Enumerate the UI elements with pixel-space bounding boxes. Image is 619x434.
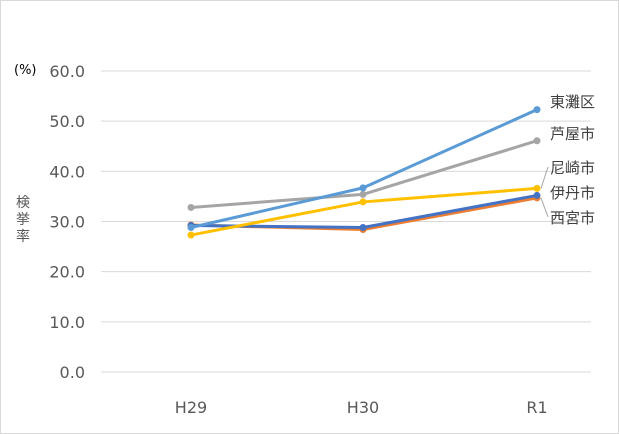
series-label: 伊丹市 bbox=[550, 184, 595, 202]
y-axis-label-char: 率 bbox=[16, 228, 30, 245]
y-tick-label: 20.0 bbox=[49, 263, 85, 282]
label-leader-line bbox=[540, 197, 549, 218]
y-tick-label: 0.0 bbox=[60, 363, 85, 382]
x-axis-ticks: H29 H30 R1 bbox=[175, 398, 548, 417]
data-point bbox=[359, 198, 367, 206]
y-axis-ticks: 0.0 10.0 20.0 30.0 40.0 50.0 60.0 bbox=[49, 62, 85, 382]
y-axis-label-char: 挙 bbox=[16, 212, 30, 228]
x-tick-label: H30 bbox=[347, 398, 379, 417]
series-0 bbox=[187, 106, 541, 232]
series-label: 芦屋市 bbox=[550, 125, 595, 143]
data-point bbox=[359, 224, 367, 232]
series-label: 東灘区 bbox=[550, 93, 595, 111]
y-axis-label: 検挙率 bbox=[16, 195, 30, 245]
y-axis-unit-label: (%) bbox=[14, 63, 37, 78]
data-point bbox=[359, 190, 367, 198]
series-label: 西宮市 bbox=[550, 209, 595, 227]
y-tick-label: 60.0 bbox=[49, 62, 85, 81]
data-point bbox=[187, 231, 195, 239]
y-tick-label: 10.0 bbox=[49, 313, 85, 332]
data-point bbox=[187, 203, 195, 211]
data-point bbox=[533, 106, 541, 114]
series-lines bbox=[187, 106, 541, 239]
x-tick-label: H29 bbox=[175, 398, 207, 417]
label-leader-line bbox=[540, 166, 549, 189]
gridlines bbox=[101, 70, 591, 373]
data-point bbox=[533, 137, 541, 145]
data-point bbox=[187, 224, 195, 232]
series-1 bbox=[187, 137, 541, 211]
series-2 bbox=[187, 184, 541, 239]
series-label: 尼崎市 bbox=[550, 159, 595, 177]
x-tick-label: R1 bbox=[526, 398, 547, 417]
y-tick-label: 30.0 bbox=[49, 213, 85, 232]
data-point bbox=[359, 184, 367, 192]
y-tick-label: 40.0 bbox=[49, 162, 85, 181]
data-point bbox=[533, 184, 541, 192]
series-line bbox=[189, 108, 539, 230]
data-point bbox=[533, 191, 541, 199]
y-tick-label: 50.0 bbox=[49, 112, 85, 131]
y-axis-label-char: 検 bbox=[16, 195, 30, 211]
